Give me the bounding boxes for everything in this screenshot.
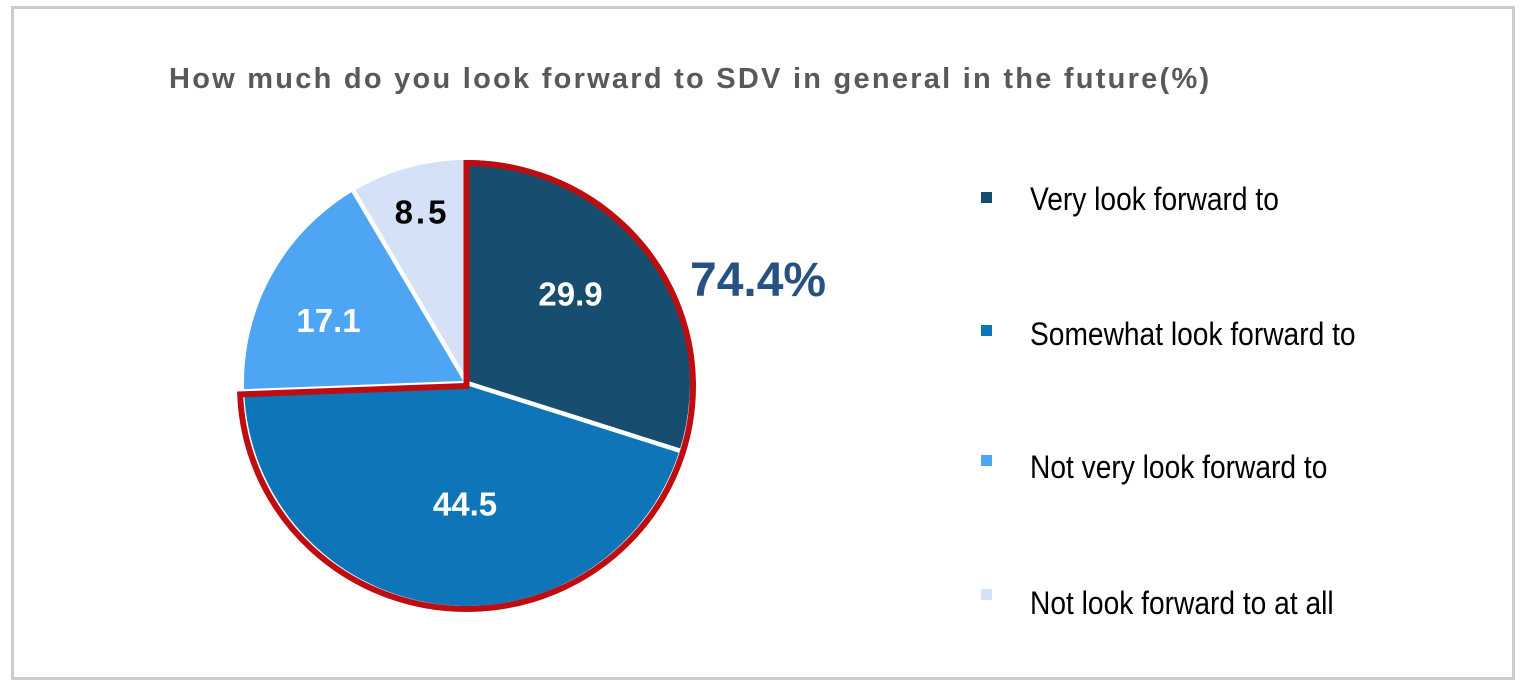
svg-text:29.9: 29.9 [538,276,602,313]
svg-text:17.1: 17.1 [296,302,360,339]
svg-text:8.5: 8.5 [395,194,450,231]
svg-text:44.5: 44.5 [433,486,497,523]
